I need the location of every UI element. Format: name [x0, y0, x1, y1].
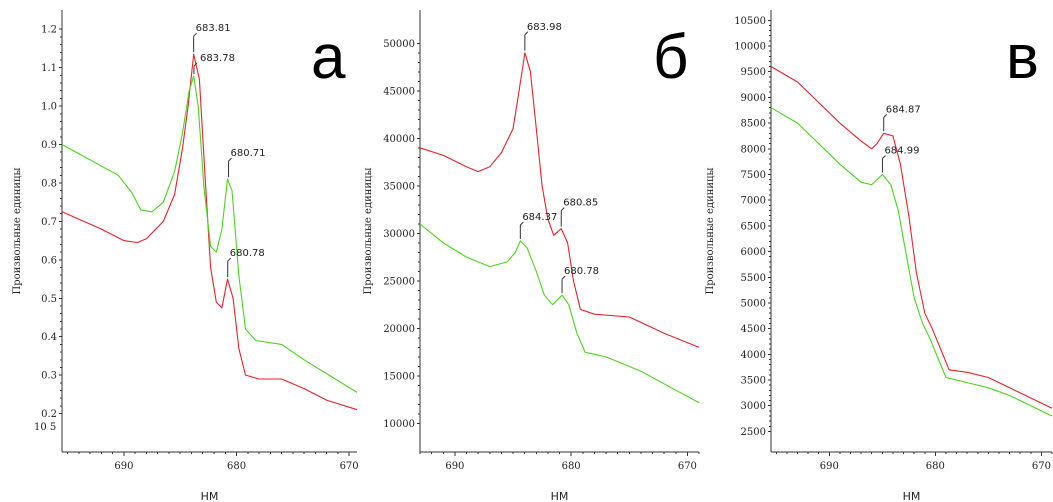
- y-tick-label: 6500: [741, 221, 766, 232]
- y-tick-label: 0.5: [41, 294, 57, 305]
- y-scale-note: 10 5: [34, 422, 56, 433]
- x-tick-label: 690: [445, 461, 464, 472]
- y-tick-label: 10000: [383, 419, 415, 430]
- peak-marker-tail: [227, 257, 232, 262]
- y-tick-label: 45000: [383, 86, 415, 97]
- y-tick-label: 15000: [383, 371, 415, 382]
- y-tick-label: 4000: [741, 350, 766, 361]
- y-tick-label: 0.4: [41, 332, 57, 343]
- peak-label: 680.78: [230, 248, 265, 259]
- y-tick-label: 1.2: [41, 25, 57, 36]
- peak-marker-tail: [228, 157, 232, 162]
- x-tick-label: 670: [678, 461, 697, 472]
- x-tick-label: 690: [820, 461, 839, 472]
- y-axis-title: Произвольные единицы: [363, 168, 374, 295]
- x-axis-title: НМ: [201, 490, 219, 502]
- panel-letter: б: [653, 23, 689, 92]
- chart-panel-2: 10000 15000 20000 25000 30000 35000 40000 45000…: [363, 10, 700, 502]
- series-line-red: [419, 52, 700, 348]
- peak-label: 684.87: [886, 104, 921, 115]
- peak-marker-tail: [882, 155, 886, 159]
- peak-marker-tail: [519, 221, 524, 226]
- y-tick-label: 50000: [383, 39, 415, 50]
- y-axis-title: Произвольные единицы: [12, 168, 23, 295]
- y-tick-label: 8500: [741, 119, 766, 130]
- y-tick-label: 0.9: [41, 140, 57, 151]
- panel-letter: а: [311, 23, 346, 92]
- y-tick-label: 40000: [383, 134, 415, 145]
- peak-marker-tail: [524, 31, 529, 36]
- x-tick-label: 670: [1032, 461, 1051, 472]
- y-tick-label: 9000: [741, 93, 766, 104]
- x-axis-title: НМ: [903, 490, 921, 502]
- peak-label: 684.37: [522, 212, 557, 223]
- chart-panel-3: 2500 3000 3500 4000 4500 5000 5500 6000 6500 7000…: [705, 10, 1053, 502]
- y-tick-label: 10000: [734, 41, 766, 52]
- peak-label: 683.81: [196, 23, 231, 34]
- y-tick-label: 0.8: [41, 178, 57, 189]
- y-tick-label: 25000: [383, 276, 415, 287]
- x-tick-label: 690: [114, 461, 133, 472]
- y-tick-label: 0.6: [41, 255, 57, 266]
- y-tick-label: 30000: [383, 229, 415, 240]
- y-axis-title: Произвольные единицы: [705, 168, 716, 295]
- y-tick-label: 8000: [741, 144, 766, 155]
- y-tick-label: 1.1: [41, 63, 57, 74]
- y-tick-label: 4500: [741, 324, 766, 335]
- y-tick-label: 3000: [741, 401, 766, 412]
- peak-label: 680.85: [563, 198, 598, 209]
- peak-label: 683.78: [200, 53, 235, 64]
- y-tick-label: 5000: [741, 298, 766, 309]
- peak-marker-tail: [561, 275, 566, 280]
- y-tick-label: 1.0: [41, 102, 57, 113]
- y-tick-label: 6000: [741, 247, 766, 258]
- x-tick-label: 680: [562, 461, 581, 472]
- peak-marker-tail: [560, 207, 565, 211]
- x-tick-label: 680: [227, 461, 246, 472]
- x-tick-label: 670: [340, 461, 359, 472]
- panel-letter: в: [1006, 23, 1039, 92]
- y-tick-label: 0.3: [41, 371, 57, 382]
- y-tick-label: 10500: [734, 16, 766, 27]
- y-tick-label: 7000: [741, 196, 766, 207]
- chart-panel-1: 0.2 0.3 0.4 0.5 0.6 0.7 0.8 0.9 1.0 1.1 1.2 690 680 6…: [12, 10, 359, 502]
- y-tick-label: 2500: [741, 427, 766, 438]
- y-tick-label: 35000: [383, 181, 415, 192]
- y-tick-label: 0.2: [41, 409, 57, 420]
- series-line-green: [770, 107, 1053, 417]
- peak-marker-tail: [883, 113, 888, 118]
- x-tick-label: 680: [926, 461, 945, 472]
- series-line-green: [419, 223, 700, 404]
- peak-marker-tail: [193, 62, 198, 67]
- y-tick-label: 5500: [741, 273, 766, 284]
- y-tick-label: 9500: [741, 67, 766, 78]
- series-line-red: [770, 66, 1053, 409]
- peak-label: 684.99: [884, 145, 919, 156]
- series-line-green: [61, 75, 358, 393]
- y-tick-label: 3500: [741, 376, 766, 387]
- y-tick-label: 0.7: [41, 217, 57, 228]
- y-tick-label: 7500: [741, 170, 766, 181]
- peak-marker-tail: [193, 32, 197, 37]
- peak-label: 680.71: [231, 148, 266, 159]
- y-tick-label: 20000: [383, 324, 415, 335]
- x-axis-title: НМ: [551, 490, 569, 502]
- peak-label: 683.98: [527, 22, 562, 33]
- peak-label: 680.78: [564, 266, 599, 277]
